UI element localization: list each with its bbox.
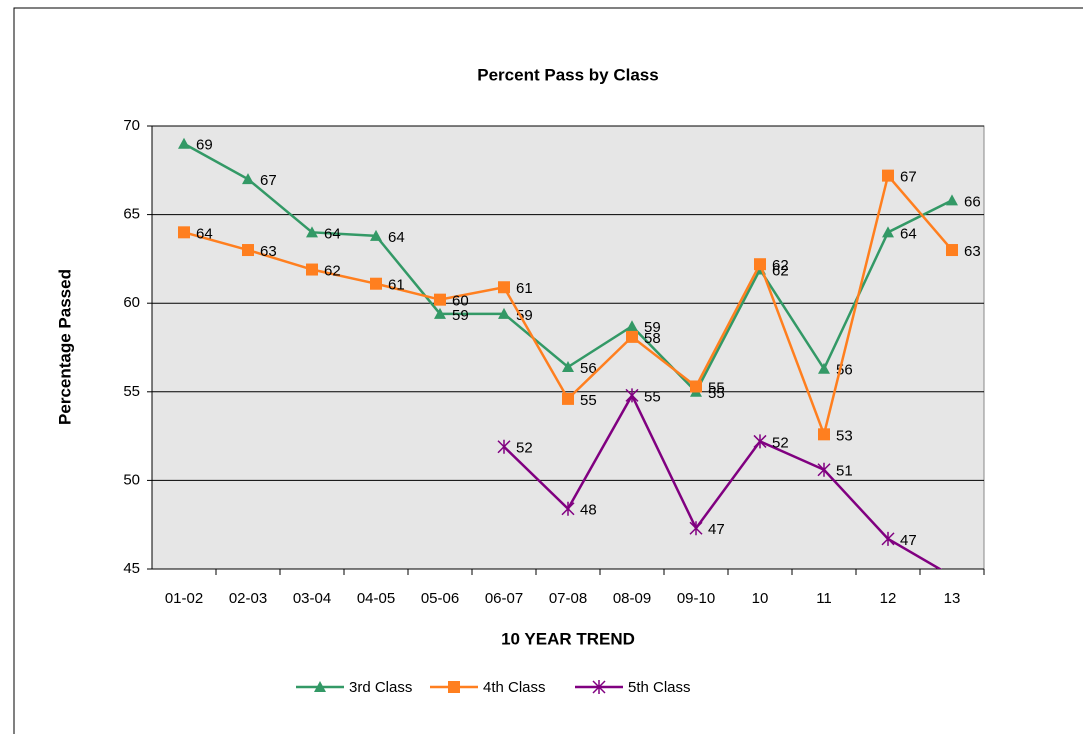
data-label: 67 — [900, 169, 917, 186]
marker — [448, 681, 460, 693]
marker — [753, 434, 767, 449]
x-tick-label: 01-02 — [165, 590, 203, 607]
marker — [689, 521, 703, 536]
x-tick-label: 12 — [880, 590, 897, 607]
marker — [754, 258, 766, 271]
data-label: 55 — [644, 388, 661, 405]
y-tick-label: 60 — [123, 294, 140, 311]
y-axis-title: Percentage Passed — [55, 269, 74, 425]
marker — [881, 531, 895, 546]
data-label: 56 — [580, 360, 597, 377]
legend-label: 3rd Class — [349, 679, 412, 696]
y-tick-label: 70 — [123, 117, 140, 134]
data-label: 55 — [708, 379, 725, 396]
y-tick-label: 55 — [123, 383, 140, 400]
marker — [626, 330, 638, 343]
y-tick-label: 45 — [123, 560, 140, 577]
marker — [818, 362, 830, 374]
data-label: 61 — [388, 277, 405, 294]
data-label: 47 — [900, 532, 917, 549]
x-tick-label: 04-05 — [357, 590, 395, 607]
x-tick-label: 08-09 — [613, 590, 651, 607]
data-label: 47 — [708, 521, 725, 538]
marker — [818, 428, 830, 441]
data-label: 48 — [580, 502, 597, 519]
marker — [562, 392, 574, 405]
data-label: 64 — [324, 225, 341, 242]
x-tick-label: 03-04 — [293, 590, 331, 607]
marker — [178, 226, 190, 239]
marker — [242, 244, 254, 257]
marker — [690, 380, 702, 393]
marker — [562, 360, 574, 372]
marker — [592, 680, 606, 694]
x-tick-label: 13 — [944, 590, 961, 607]
data-label: 69 — [196, 137, 213, 154]
data-label: 64 — [388, 229, 405, 246]
x-axis-title: 10 YEAR TREND — [501, 629, 635, 648]
marker — [498, 281, 510, 294]
data-label: 64 — [196, 225, 213, 242]
x-tick-label: 02-03 — [229, 590, 267, 607]
data-label: 60 — [452, 293, 469, 310]
marker — [370, 229, 382, 241]
marker — [178, 137, 190, 149]
marker — [946, 244, 958, 257]
data-label: 59 — [516, 307, 533, 324]
marker — [434, 293, 446, 306]
marker — [626, 320, 638, 332]
data-label: 58 — [644, 330, 661, 347]
marker — [946, 194, 958, 206]
y-tick-label: 65 — [123, 206, 140, 223]
marker — [498, 307, 510, 319]
marker — [817, 462, 831, 477]
data-label: 67 — [260, 172, 277, 189]
marker — [242, 173, 254, 185]
chart-title: Percent Pass by Class — [477, 65, 658, 84]
marker — [882, 169, 894, 182]
data-label: 63 — [964, 243, 981, 260]
x-tick-label: 11 — [816, 590, 832, 607]
marker — [434, 307, 446, 319]
x-tick-label: 09-10 — [677, 590, 715, 607]
marker — [370, 277, 382, 290]
data-label: 64 — [900, 225, 917, 242]
data-label: 55 — [708, 385, 725, 402]
data-label: 61 — [516, 280, 533, 297]
marker — [497, 439, 511, 454]
marker — [306, 226, 318, 238]
data-label: 59 — [644, 319, 661, 336]
marker — [561, 501, 575, 516]
marker — [625, 388, 639, 403]
legend-label: 4th Class — [483, 679, 546, 696]
data-label: 63 — [260, 243, 277, 260]
x-tick-label: 05-06 — [421, 590, 459, 607]
data-label: 62 — [772, 263, 789, 280]
data-label: 52 — [516, 440, 533, 457]
data-label: 52 — [772, 434, 789, 451]
marker — [306, 263, 318, 276]
x-tick-label: 07-08 — [549, 590, 587, 607]
marker — [314, 681, 326, 692]
data-label: 55 — [580, 392, 597, 409]
marker — [882, 226, 894, 238]
y-tick-label: 50 — [123, 471, 140, 488]
data-label: 53 — [836, 427, 853, 444]
x-tick-label: 06-07 — [485, 590, 523, 607]
series-line — [503, 392, 943, 569]
legend-label: 5th Class — [628, 679, 691, 696]
data-label: 66 — [964, 193, 981, 210]
data-label: 59 — [452, 307, 469, 324]
data-label: 62 — [772, 257, 789, 274]
data-label: 62 — [324, 263, 341, 280]
x-tick-label: 10 — [752, 590, 769, 607]
data-label: 51 — [836, 463, 853, 480]
